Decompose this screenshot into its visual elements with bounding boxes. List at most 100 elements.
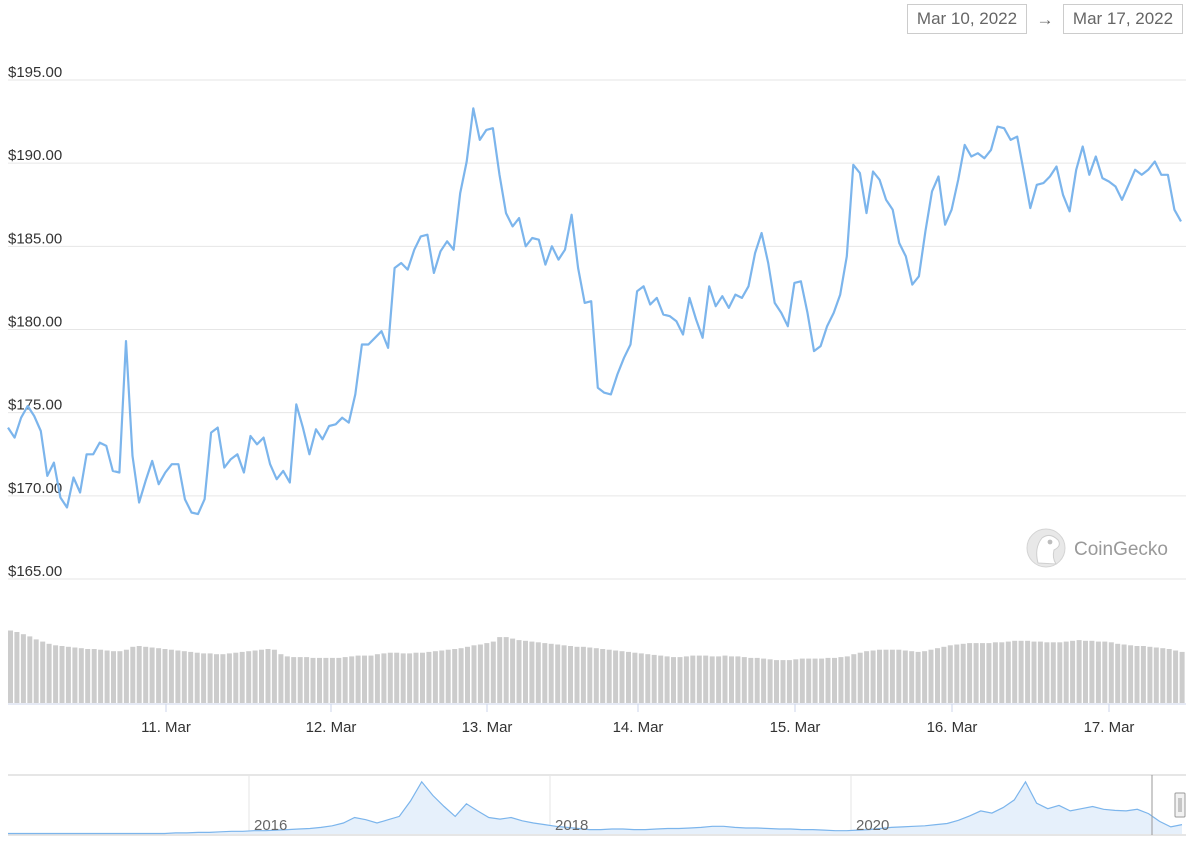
volume-bar: [510, 638, 516, 703]
volume-bar: [246, 651, 252, 703]
volume-bar: [175, 650, 181, 703]
volume-bar: [960, 643, 966, 703]
volume-bar: [432, 651, 438, 703]
volume-bar: [503, 637, 509, 703]
volume-bar: [168, 649, 174, 703]
volume-bar: [632, 652, 638, 703]
y-tick-label: $175.00: [8, 397, 62, 414]
volume-bar: [606, 649, 612, 703]
volume-bar: [226, 653, 232, 703]
volume-bar: [8, 630, 13, 703]
volume-bar: [452, 649, 458, 703]
volume-bar: [188, 651, 194, 703]
volume-bar: [458, 648, 464, 703]
volume-bar: [664, 656, 670, 703]
volume-bar: [130, 646, 136, 703]
volume-bar: [85, 649, 91, 703]
volume-bar: [600, 649, 606, 703]
y-tick-label: $170.00: [8, 480, 62, 497]
volume-bar: [973, 643, 979, 703]
volume-bar: [181, 651, 187, 703]
volume-bar: [1050, 642, 1056, 703]
volume-bar: [278, 654, 284, 703]
volume-bar: [72, 647, 78, 703]
volume-bar: [1147, 646, 1153, 703]
volume-bar: [709, 656, 715, 703]
date-range-end-input[interactable]: Mar 17, 2022: [1063, 4, 1183, 34]
volume-bar: [207, 653, 213, 703]
navigator-year-label: 2016: [254, 817, 287, 834]
volume-bar: [909, 651, 915, 703]
x-tick-label: 15. Mar: [770, 719, 821, 736]
volume-bar: [1031, 641, 1037, 703]
y-tick-label: $180.00: [8, 314, 62, 331]
volume-bar: [65, 646, 71, 703]
volume-bar: [162, 649, 168, 703]
volume-bar: [214, 654, 219, 703]
volume-bar: [651, 654, 657, 703]
volume-bar: [799, 658, 805, 703]
volume-bar: [252, 650, 258, 703]
volume-bar: [1173, 650, 1179, 703]
volume-bar: [529, 641, 535, 703]
volume-bar: [793, 659, 799, 703]
volume-bar: [555, 644, 561, 703]
volume-bar: [284, 656, 290, 703]
volume-bar: [1037, 641, 1043, 703]
volume-bar: [104, 650, 110, 703]
volume-bar: [1012, 640, 1018, 703]
gecko-logo-icon: [1026, 528, 1066, 568]
volume-bar: [1095, 641, 1101, 703]
volume-bar: [992, 642, 998, 703]
volume-bar: [857, 652, 863, 703]
volume-bar: [233, 652, 239, 703]
volume-bar: [761, 658, 767, 703]
volume-bar: [568, 646, 573, 703]
volume-bar: [883, 649, 889, 703]
volume-bar: [587, 647, 593, 703]
volume-bar: [844, 656, 850, 703]
navigator[interactable]: 2016 2018 2020: [8, 774, 1186, 836]
volume-bar: [1018, 640, 1024, 703]
volume-bar: [27, 636, 33, 703]
volume-bar: [220, 654, 226, 703]
volume-bar: [999, 642, 1005, 703]
volume-bar: [729, 656, 734, 703]
x-tick-label: 17. Mar: [1084, 719, 1135, 736]
volume-bar: [98, 649, 104, 703]
volume-bars: [8, 630, 1185, 703]
volume-bar: [1153, 647, 1159, 703]
volume-bar: [935, 648, 940, 703]
volume-bar: [143, 646, 149, 703]
volume-bar: [947, 645, 953, 703]
watermark-text: CoinGecko: [1074, 539, 1168, 560]
navigator-handle[interactable]: [1174, 792, 1186, 818]
volume-bar: [870, 650, 876, 703]
volume-bar: [735, 656, 741, 703]
y-tick-label: $165.00: [8, 563, 62, 580]
volume-bar: [91, 649, 97, 703]
volume-bar: [851, 654, 857, 703]
volume-bar: [329, 657, 335, 703]
volume-bar: [838, 657, 844, 703]
x-tick-label: 13. Mar: [462, 719, 513, 736]
volume-bar: [20, 634, 26, 703]
volume-bar: [1025, 640, 1031, 703]
volume-bar: [774, 660, 779, 703]
volume-bar: [1076, 640, 1082, 703]
volume-bar: [580, 646, 586, 703]
volume-bar: [683, 656, 689, 703]
volume-bar: [471, 645, 477, 703]
volume-bar: [259, 649, 264, 703]
volume-bar: [832, 657, 837, 703]
volume-bar: [194, 652, 200, 703]
volume-bar: [613, 650, 619, 703]
volume-bar: [239, 651, 245, 703]
volume-bar: [381, 653, 387, 703]
volume-bar: [1166, 649, 1172, 703]
volume-bar: [1134, 646, 1140, 703]
grid-lines: [8, 79, 1186, 580]
volume-bar: [915, 651, 921, 703]
volume-bar: [111, 651, 116, 703]
date-range-start-input[interactable]: Mar 10, 2022: [907, 4, 1027, 34]
